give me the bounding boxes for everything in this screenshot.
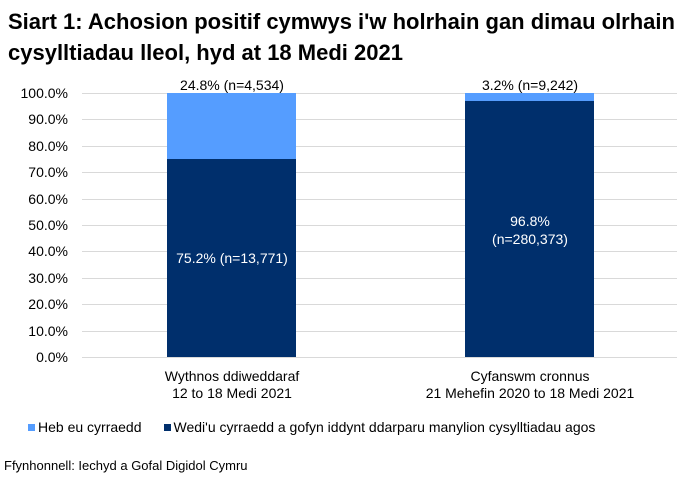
y-tick: 20.0% xyxy=(28,296,68,312)
bar-segment-reached[interactable] xyxy=(465,101,594,357)
data-label-reached-count: (n=280,373) xyxy=(492,231,568,247)
gridline xyxy=(82,119,677,120)
gridline xyxy=(82,199,677,200)
gridline xyxy=(82,225,677,226)
x-axis-line xyxy=(82,357,677,358)
y-tick: 90.0% xyxy=(28,111,68,127)
bar-segment-reached[interactable] xyxy=(167,159,296,357)
legend-swatch-square-icon xyxy=(163,424,171,431)
x-category-line2: 12 to 18 Medi 2021 xyxy=(172,385,292,401)
legend: Heb eu cyrraedd Wedi'u cyrraedd a gofyn … xyxy=(28,419,617,436)
bar-segment-not-reached[interactable] xyxy=(167,93,296,159)
legend-item-not-reached[interactable]: Heb eu cyrraedd xyxy=(28,419,142,436)
data-label-not-reached: 24.8% (n=4,534) xyxy=(180,77,284,93)
x-category-latest-week: Wythnos ddiweddaraf 12 to 18 Medi 2021 xyxy=(102,368,362,402)
chart-title: Siart 1: Achosion positif cymwys i'w hol… xyxy=(8,9,675,65)
y-tick: 60.0% xyxy=(28,191,68,207)
legend-swatch-square-icon xyxy=(28,424,35,431)
y-tick: 10.0% xyxy=(28,323,68,339)
legend-label: Wedi'u cyrraedd a gofyn iddynt ddarparu … xyxy=(173,419,596,435)
gridline xyxy=(82,172,677,173)
plot-area: 24.8% (n=4,534) 75.2% (n=13,771) 3.2% (n… xyxy=(82,77,677,358)
data-label-reached: 75.2% (n=13,771) xyxy=(176,250,288,266)
y-tick: 40.0% xyxy=(28,243,68,259)
gridline xyxy=(82,278,677,279)
data-label-reached: 96.8% xyxy=(510,213,550,229)
x-category-line2: 21 Mehefin 2020 to 18 Medi 2021 xyxy=(425,385,635,401)
gridline xyxy=(82,146,677,147)
y-tick: 0.0% xyxy=(36,349,68,365)
legend-label: Heb eu cyrraedd xyxy=(38,419,142,435)
y-tick: 100.0% xyxy=(20,85,68,101)
bar-latest-week[interactable] xyxy=(167,93,296,357)
bar-cumulative[interactable] xyxy=(465,93,594,357)
gridline xyxy=(82,251,677,252)
y-tick: 30.0% xyxy=(28,270,68,286)
gridline xyxy=(82,304,677,305)
x-category-cumulative: Cyfanswm cronnus 21 Mehefin 2020 to 18 M… xyxy=(400,368,660,402)
data-label-not-reached: 3.2% (n=9,242) xyxy=(481,77,579,93)
gridline xyxy=(82,331,677,332)
legend-item-reached[interactable]: Wedi'u cyrraedd a gofyn iddynt ddarparu … xyxy=(163,419,596,436)
source-note: Ffynhonnell: Iechyd a Gofal Digidol Cymr… xyxy=(4,458,248,473)
y-tick: 70.0% xyxy=(28,164,68,180)
x-category-line1: Cyfanswm cronnus xyxy=(470,368,590,384)
bar-segment-not-reached[interactable] xyxy=(465,93,594,101)
y-tick: 50.0% xyxy=(28,217,68,233)
gridline xyxy=(82,93,677,94)
x-category-line1: Wythnos ddiweddaraf xyxy=(164,368,300,384)
y-tick: 80.0% xyxy=(28,138,68,154)
